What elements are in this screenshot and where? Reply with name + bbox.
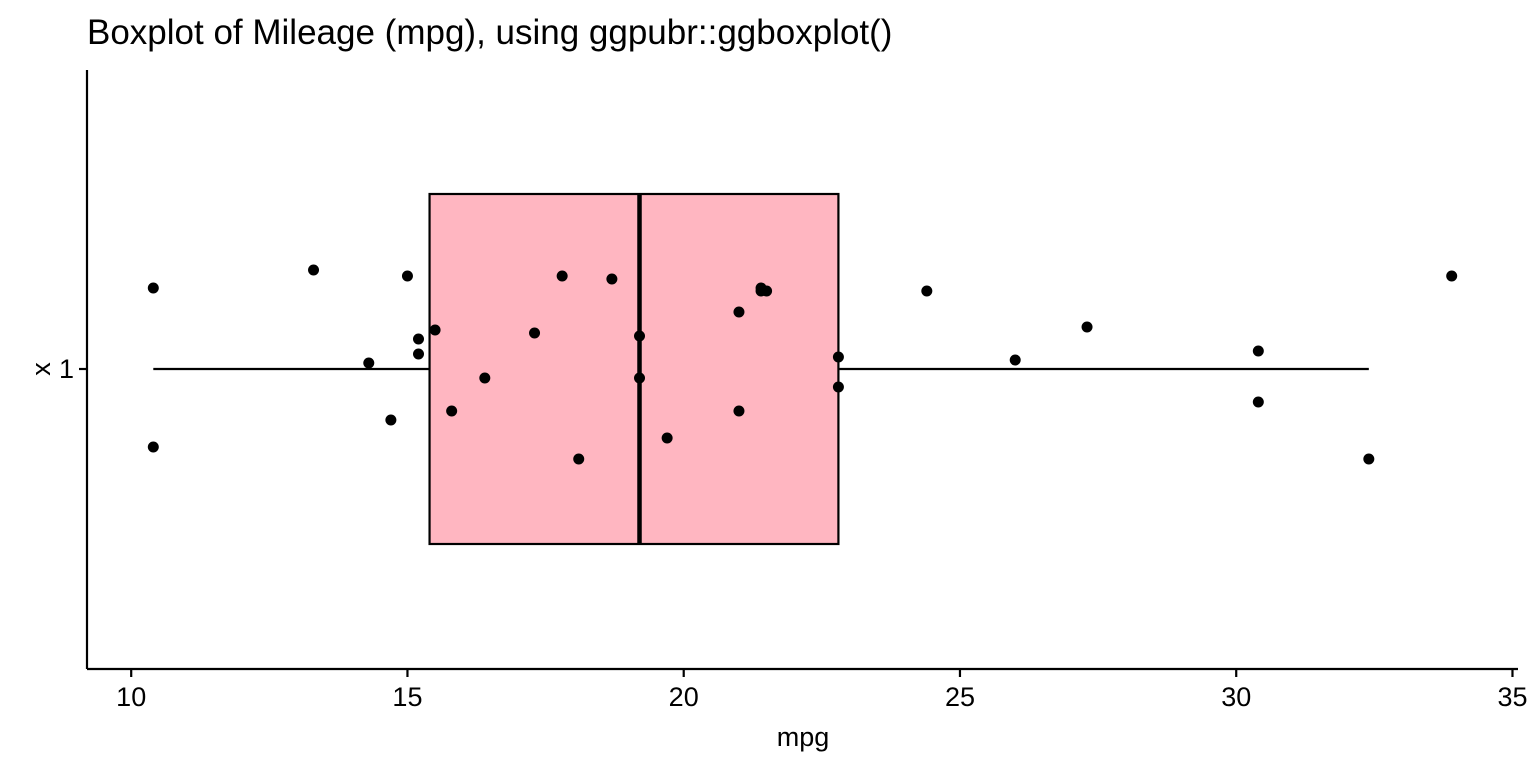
data-point-10: [479, 372, 491, 384]
chart-title: Boxplot of Mileage (mpg), using ggpubr::…: [87, 13, 892, 52]
data-point-30: [1363, 453, 1375, 465]
box-0: [428, 192, 840, 546]
x-axis-title: mpg: [777, 722, 830, 752]
data-point-24: [832, 381, 844, 393]
data-point-7: [413, 333, 425, 345]
data-point-3: [363, 357, 375, 369]
y-axis-title: x: [26, 362, 56, 376]
data-point-14: [606, 273, 618, 285]
x-tick-label-35: 35: [1497, 682, 1527, 712]
data-point-25: [921, 285, 933, 297]
data-point-19: [733, 405, 745, 417]
data-point-1: [147, 441, 159, 453]
data-point-29: [1252, 396, 1264, 408]
data-point-18: [733, 306, 745, 318]
data-point-23: [832, 351, 844, 363]
data-point-8: [429, 324, 441, 336]
data-point-6: [413, 348, 425, 360]
data-point-4: [385, 414, 397, 426]
data-point-31: [1446, 270, 1458, 282]
x-tick-label-15: 15: [392, 682, 422, 712]
y-tick-label-1: 1: [59, 354, 74, 384]
data-point-0: [147, 282, 159, 294]
data-point-2: [308, 264, 320, 276]
data-point-15: [634, 330, 646, 342]
data-point-12: [556, 270, 568, 282]
x-tick-label-30: 30: [1221, 682, 1251, 712]
data-point-26: [1009, 354, 1021, 366]
x-tick-label-10: 10: [116, 682, 146, 712]
data-point-11: [529, 327, 541, 339]
data-point-17: [661, 432, 673, 444]
data-point-9: [446, 405, 458, 417]
data-point-28: [1252, 345, 1264, 357]
x-tick-label-25: 25: [945, 682, 975, 712]
x-tick-label-20: 20: [669, 682, 699, 712]
data-point-22: [761, 285, 773, 297]
data-point-16: [634, 372, 646, 384]
data-point-13: [573, 453, 585, 465]
plot-area: 10 15 20 25 30 35 1: [59, 70, 1527, 712]
data-point-5: [401, 270, 413, 282]
data-point-27: [1081, 321, 1093, 333]
